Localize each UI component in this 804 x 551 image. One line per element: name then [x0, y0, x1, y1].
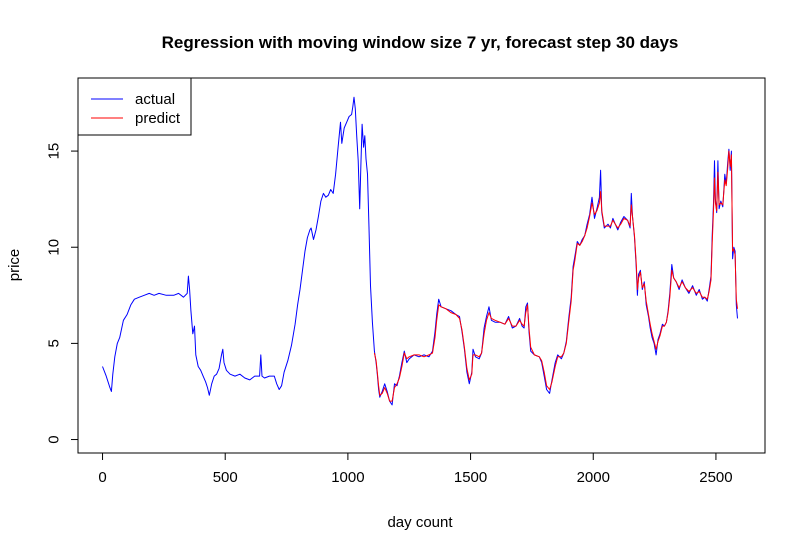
- x-axis-label: day count: [387, 514, 453, 531]
- series-line-actual: [102, 96, 738, 406]
- x-tick-label: 2500: [699, 469, 732, 486]
- legend-label-predict: predict: [135, 110, 181, 127]
- legend-box: [77, 77, 192, 136]
- x-tick-label: 500: [213, 469, 238, 486]
- series-line-predict: [373, 150, 738, 402]
- chart-title: Regression with moving window size 7 yr,…: [162, 33, 679, 52]
- x-tick-label: 1000: [331, 469, 364, 486]
- y-tick-label: 15: [46, 143, 63, 160]
- y-tick-label: 0: [46, 435, 63, 443]
- x-tick-label: 1500: [454, 469, 487, 486]
- x-axis: 0 500 1000 1500 2000 2500: [98, 452, 733, 486]
- y-axis-label: price: [6, 249, 23, 282]
- legend: actual predict: [77, 77, 192, 136]
- legend-label-actual: actual: [135, 91, 175, 108]
- y-tick-label: 5: [46, 339, 63, 347]
- x-tick-label: 2000: [577, 469, 610, 486]
- y-tick-label: 10: [46, 239, 63, 256]
- y-axis: 0 5 10 15: [46, 143, 79, 444]
- x-tick-label: 0: [98, 469, 106, 486]
- series-layer: [102, 96, 738, 406]
